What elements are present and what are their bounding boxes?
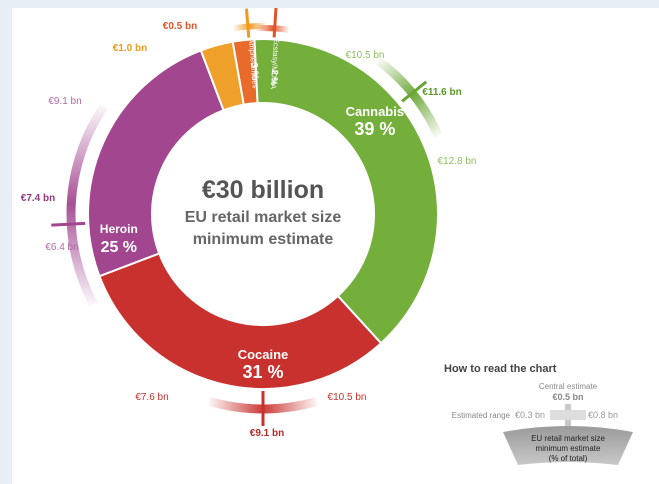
cocaine-name: Cocaine: [238, 347, 289, 362]
amphetamines-percent: 3 %: [248, 62, 260, 80]
cocaine-range-high: €10.5 bn: [328, 392, 367, 403]
cannabis-range-high: €12.8 bn: [438, 156, 477, 167]
legend-range-high: €0.8 bn: [588, 410, 618, 420]
ecstasy-mdma-range-arc: [256, 25, 290, 33]
cocaine-percent: 31 %: [242, 362, 283, 382]
legend-central-title: Central estimate: [539, 382, 598, 391]
legend-box-line3: (% of total): [549, 454, 588, 463]
center-line2: minimum estimate: [193, 231, 334, 248]
heroin-percent: 25 %: [101, 239, 137, 256]
heroin-range-high: €9.1 bn: [48, 96, 81, 107]
heroin-range-arc: [66, 104, 108, 307]
legend-range-low: €0.3 bn: [515, 410, 545, 420]
cannabis-central: €11.6 bn: [422, 87, 461, 98]
how-to-read-legend: How to read the chart Central estimate €…: [444, 363, 633, 465]
legend-central-value: €0.5 bn: [552, 392, 583, 402]
amphetamines-central: €1.0 bn: [113, 43, 147, 54]
ecstasy-mdma-percent: 2 %: [269, 69, 280, 85]
center-line1: EU retail market size: [185, 209, 342, 226]
legend-segment-shape: [503, 426, 633, 465]
heroin-name: Heroin: [100, 222, 138, 236]
heroin-range-low: €6.4 bn: [45, 242, 78, 253]
legend-title: How to read the chart: [444, 363, 557, 375]
ecstasy-mdma-central-marker: [272, 8, 278, 38]
legend-box-line2: minimum estimate: [536, 444, 601, 453]
segment-cannabis: [253, 38, 439, 345]
legend-range-title: Estimated range: [452, 411, 511, 420]
center-total: €30 billion: [202, 176, 324, 204]
amphetamines-name: Amphetamines: [247, 38, 260, 89]
ecstasy-mdma-name: Ecstasy/MDMA: [269, 38, 281, 90]
cocaine-central: €9.1 bn: [250, 428, 284, 439]
cannabis-range-arc: [375, 57, 443, 138]
legend-range-bar: [550, 410, 586, 420]
segment-amphetamines: [199, 40, 245, 112]
segment-heroin: [87, 49, 225, 278]
range-arcs: €10.5 bn €11.6 bn €12.8 bn €7.6 bn €9.1 bn €1…: [21, 8, 477, 439]
chart-figure: Cannabis 39 % Cocaine 31 % Heroin 25 % Ampheta…: [12, 8, 659, 484]
legend-box-line1: EU retail market size: [531, 434, 605, 443]
cannabis-name: Cannabis: [346, 104, 405, 119]
heroin-central-marker: [51, 221, 86, 227]
cannabis-percent: 39 %: [354, 119, 395, 139]
cannabis-central-marker: [401, 80, 428, 103]
cannabis-range-low: €10.5 bn: [346, 50, 385, 61]
segment-cocaine: [98, 252, 383, 390]
cocaine-range-low: €7.6 bn: [135, 392, 168, 403]
ecstasy-central: €0.5 bn: [163, 21, 197, 32]
heroin-central: €7.4 bn: [21, 193, 55, 204]
amphetamines-central-marker: [244, 8, 251, 38]
